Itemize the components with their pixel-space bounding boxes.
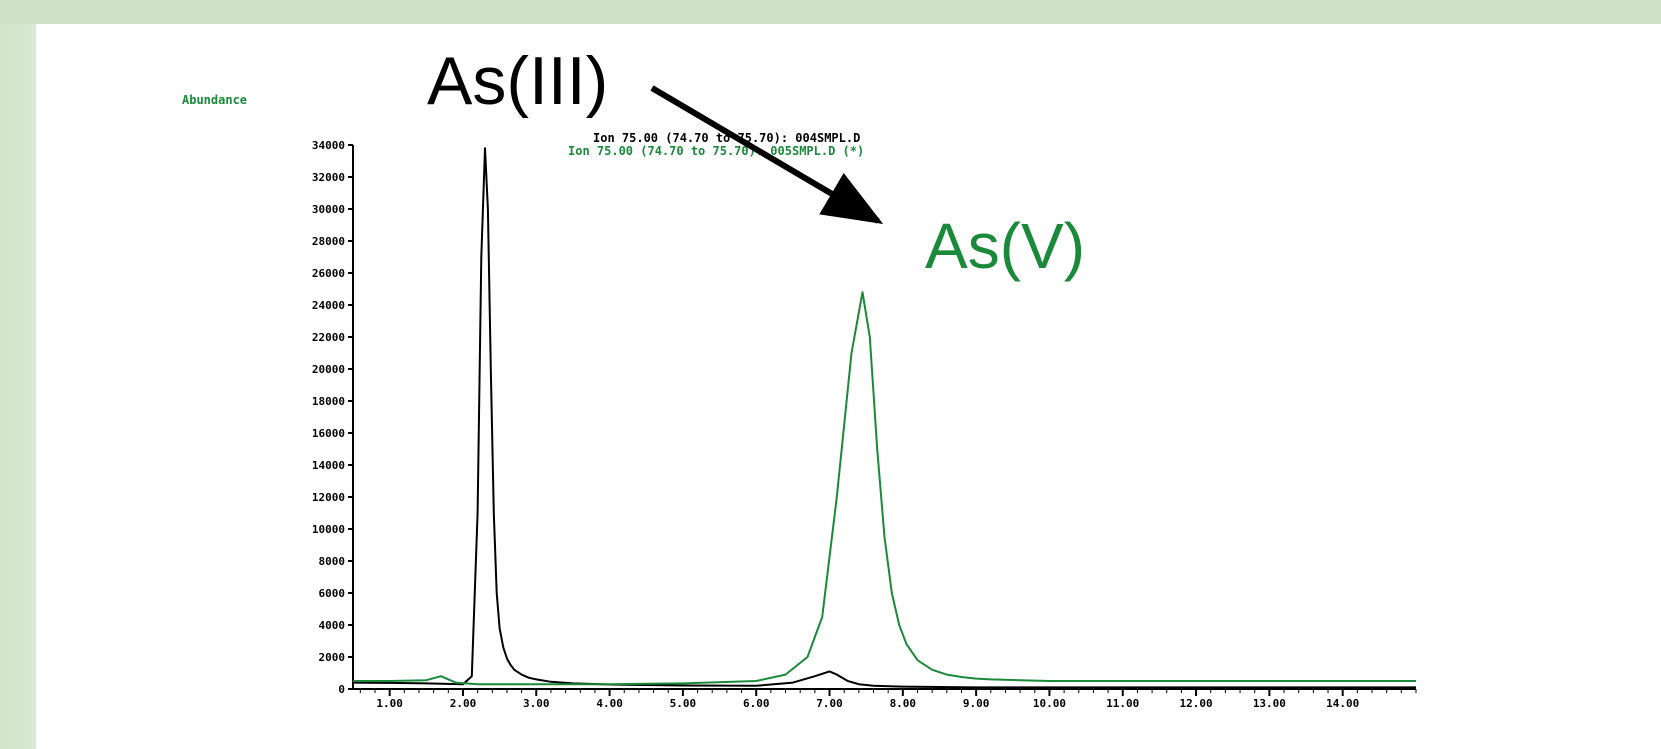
y-tick-label: 16000 xyxy=(312,427,345,440)
annotation-as5: As(V) xyxy=(925,210,1085,282)
x-tick-label: 7.00 xyxy=(816,697,843,710)
y-tick-label: 2000 xyxy=(319,651,346,664)
y-tick-label: 0 xyxy=(338,683,345,696)
annotation-as3: As(III) xyxy=(427,43,608,119)
y-tick-label: 26000 xyxy=(312,267,345,280)
x-tick-label: 12.00 xyxy=(1180,697,1213,710)
y-tick-label: 22000 xyxy=(312,331,345,344)
axes: 0 2000 4000 6000 8000 10000 12000 14000 16000 180… xyxy=(312,139,1417,710)
x-tick-label: 14.00 xyxy=(1326,697,1359,710)
y-tick-label: 30000 xyxy=(312,203,345,216)
x-tick-label: 8.00 xyxy=(890,697,917,710)
y-tick-label: 10000 xyxy=(312,523,345,536)
legend-entry-1: Ion 75.00 (74.70 to 75.70): 004SMPL.D xyxy=(593,131,860,145)
y-tick-label: 24000 xyxy=(312,299,345,312)
series-line-as5 xyxy=(353,291,1416,686)
x-tick-label: 11.00 xyxy=(1106,697,1139,710)
x-tick-label: 3.00 xyxy=(523,697,550,710)
y-tick-label: 14000 xyxy=(312,459,345,472)
x-tick-label: 10.00 xyxy=(1033,697,1066,710)
y-tick-label: 20000 xyxy=(312,363,345,376)
x-tick-label: 5.00 xyxy=(670,697,697,710)
y-axis-label: Abundance xyxy=(182,93,247,107)
y-tick-label: 32000 xyxy=(312,171,345,184)
series-layer xyxy=(352,147,1416,689)
y-tick-label: 12000 xyxy=(312,491,345,504)
y-tick-label: 18000 xyxy=(312,395,345,408)
x-tick-label: 9.00 xyxy=(963,697,990,710)
x-tick-label: 1.00 xyxy=(376,697,403,710)
y-tick-label: 6000 xyxy=(319,587,346,600)
x-tick-label: 6.00 xyxy=(743,697,770,710)
x-tick-label: 13.00 xyxy=(1253,697,1286,710)
x-tick-label: 2.00 xyxy=(450,697,477,710)
y-tick-label: 4000 xyxy=(319,619,346,632)
y-tick-label: 34000 xyxy=(312,139,345,152)
x-tick-label: 4.00 xyxy=(596,697,623,710)
legend-entry-2: Ion 75.00 (74.70 to 75.70): 005SMPL.D (*… xyxy=(568,144,864,158)
series-line-as3 xyxy=(352,147,1416,689)
y-tick-label: 28000 xyxy=(312,235,345,248)
y-tick-label: 8000 xyxy=(319,555,346,568)
annotation-arrow xyxy=(650,85,884,225)
top-band xyxy=(0,0,1661,24)
